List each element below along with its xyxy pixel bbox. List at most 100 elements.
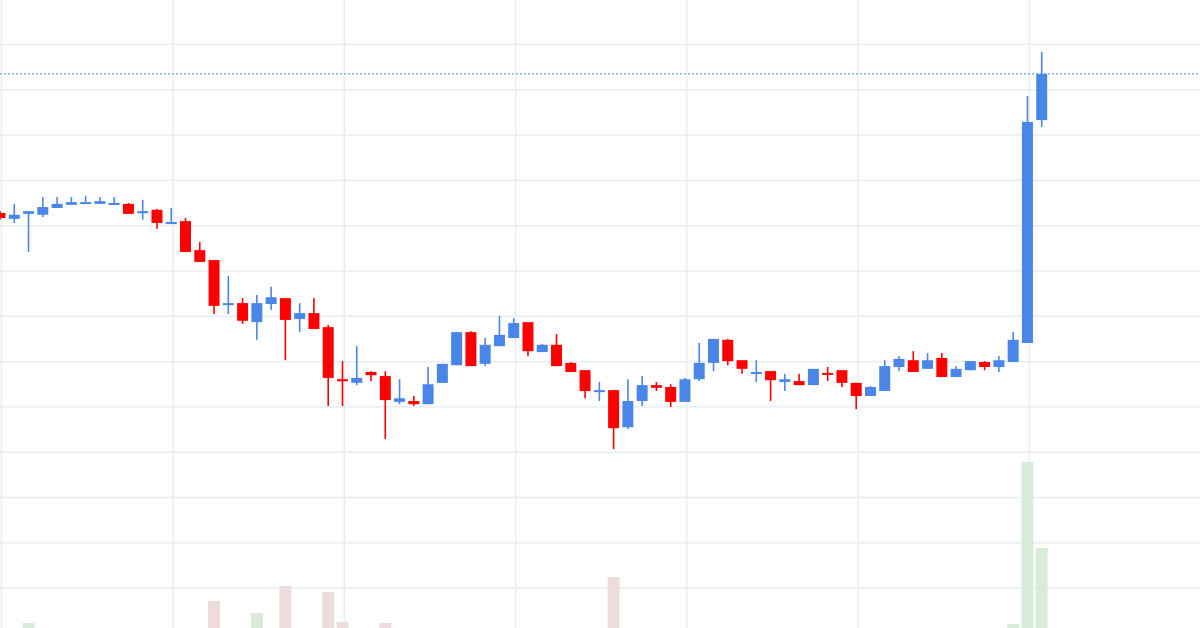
- candle-body: [679, 379, 691, 402]
- candle-body: [251, 303, 263, 323]
- candle: [94, 197, 106, 204]
- candle-body: [736, 360, 748, 369]
- candle: [408, 396, 420, 406]
- candle: [736, 360, 748, 374]
- volume-bars: [22, 462, 1048, 628]
- candle-body: [37, 207, 49, 215]
- candle-body: [465, 332, 477, 367]
- candle: [237, 298, 249, 324]
- candle-body: [893, 358, 905, 368]
- candle: [1036, 52, 1048, 127]
- candle: [422, 367, 434, 405]
- candle: [451, 332, 463, 366]
- candle-body: [0, 212, 6, 218]
- candle: [793, 373, 805, 386]
- candle: [194, 241, 206, 262]
- candle-body: [194, 250, 206, 262]
- candle-body: [137, 211, 149, 214]
- candle: [436, 363, 448, 383]
- candle: [379, 371, 391, 440]
- candle-body: [850, 382, 862, 397]
- candle-body: [151, 209, 163, 223]
- candle: [394, 379, 406, 405]
- candle: [922, 352, 934, 369]
- candle: [151, 208, 163, 229]
- candle-body: [750, 371, 762, 374]
- candle-body: [51, 203, 63, 208]
- candle-body: [180, 221, 192, 252]
- candle: [708, 338, 719, 372]
- candle: [650, 381, 662, 392]
- candle: [993, 356, 1005, 372]
- candle-body: [708, 338, 719, 363]
- candle-body: [451, 332, 463, 366]
- candle: [807, 368, 819, 386]
- candle-body: [907, 360, 919, 372]
- candle: [565, 362, 577, 372]
- candle: [336, 361, 348, 406]
- candle-body: [722, 339, 734, 362]
- candle-body: [636, 385, 648, 401]
- candle-body: [879, 366, 891, 392]
- candle: [493, 315, 505, 347]
- volume-bar: [336, 622, 349, 628]
- candle: [579, 370, 591, 399]
- candle: [893, 356, 905, 372]
- volume-bar: [322, 592, 335, 628]
- candle: [593, 381, 605, 401]
- candle-body: [836, 370, 848, 383]
- candle-body: [94, 201, 106, 204]
- candle-body: [108, 202, 120, 205]
- candle-body: [508, 323, 520, 339]
- candle-body: [208, 260, 220, 306]
- candle-body: [693, 362, 705, 380]
- candle: [779, 373, 791, 392]
- candle: [608, 390, 620, 450]
- candle: [208, 260, 220, 314]
- candle: [122, 202, 134, 214]
- candle: [165, 207, 177, 225]
- candle: [251, 294, 263, 340]
- candle-body: [522, 322, 534, 352]
- candle: [665, 384, 677, 407]
- candle: [80, 195, 92, 205]
- candle-body: [979, 362, 991, 368]
- candle: [51, 197, 63, 208]
- candle: [479, 338, 491, 367]
- candle-body: [536, 344, 548, 353]
- candle-body: [222, 303, 234, 306]
- candle-body: [23, 211, 35, 214]
- candle-body: [408, 400, 420, 405]
- candle-body: [422, 384, 434, 405]
- candle: [180, 217, 192, 252]
- candle-body: [365, 371, 377, 376]
- candle: [822, 367, 834, 382]
- candle-body: [65, 202, 77, 205]
- volume-bar: [1007, 624, 1020, 628]
- candle-body: [279, 298, 291, 320]
- candle-body: [1036, 73, 1048, 121]
- candle: [465, 331, 477, 367]
- candle-body: [436, 363, 448, 383]
- candle-body: [950, 368, 962, 377]
- candle: [765, 371, 777, 401]
- candle: [864, 386, 876, 397]
- candle-body: [864, 386, 876, 397]
- candle: [679, 377, 691, 402]
- candle: [836, 370, 848, 387]
- volume-bar: [607, 577, 620, 628]
- candle: [108, 197, 120, 205]
- candle-body: [493, 334, 505, 347]
- candle-body: [80, 202, 92, 205]
- volume-bar: [1035, 548, 1048, 628]
- volume-bar: [279, 586, 292, 628]
- candle-body: [565, 362, 577, 372]
- candle: [137, 199, 149, 220]
- candle-body: [822, 372, 834, 375]
- candle-body: [265, 297, 277, 305]
- candle: [850, 382, 862, 410]
- candle: [750, 360, 762, 382]
- candle: [622, 379, 634, 430]
- candle-body: [665, 386, 677, 402]
